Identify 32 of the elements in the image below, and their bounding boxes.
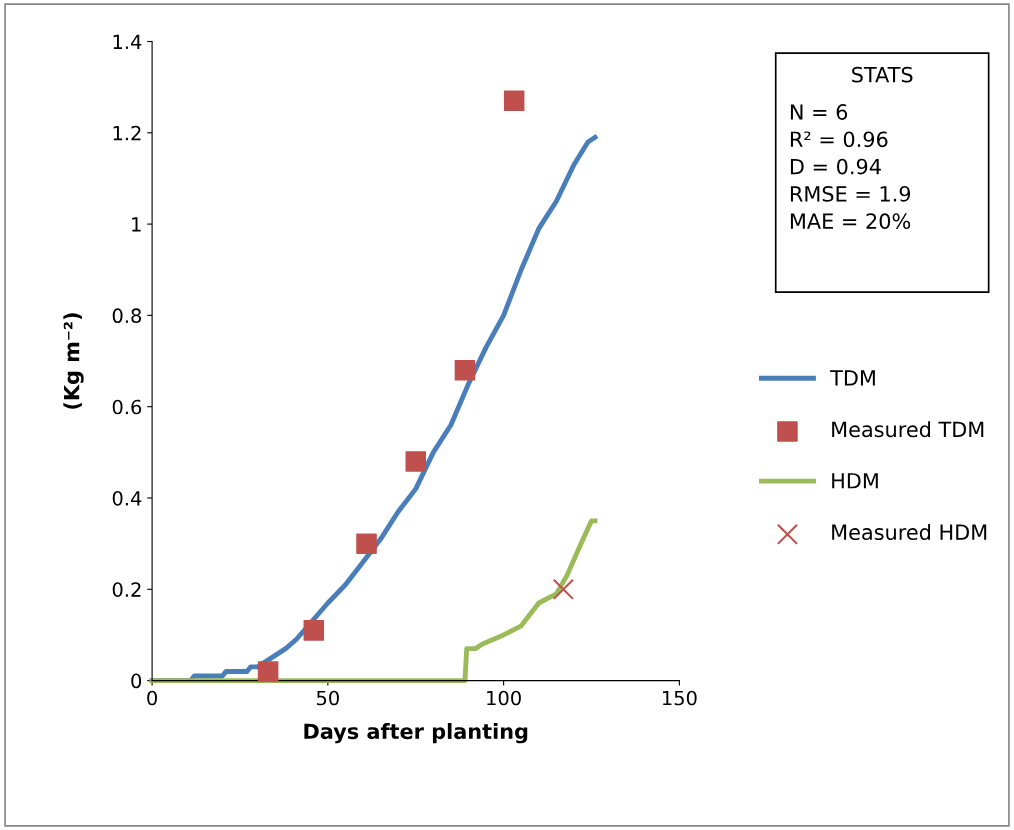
legend-label: HDM bbox=[832, 473, 878, 489]
y-tick-label: 0.4 bbox=[112, 490, 142, 506]
y-tick-label: 1 bbox=[132, 217, 141, 232]
y-tick-label: 0.8 bbox=[112, 308, 142, 324]
text: D = 0.94 bbox=[790, 158, 881, 175]
y-tick-label: 0 bbox=[131, 673, 142, 689]
y-tick-label: 0.2 bbox=[112, 582, 141, 597]
x-tick-label: 0 bbox=[147, 690, 157, 706]
y-tick-label: 0.6 bbox=[112, 399, 142, 415]
point bbox=[257, 661, 279, 682]
point bbox=[303, 620, 325, 641]
y-tick-label: 1.4 bbox=[113, 34, 142, 49]
point bbox=[503, 90, 525, 112]
text: STATS bbox=[852, 66, 913, 83]
text: R² = 0.96 bbox=[790, 131, 888, 148]
y-tick-label: 1.2 bbox=[113, 125, 141, 141]
line-series bbox=[149, 518, 598, 684]
x-tick-label: 150 bbox=[662, 690, 697, 706]
text: RMSE = 1.9 bbox=[790, 185, 911, 202]
x-tick-label: 50 bbox=[316, 690, 339, 706]
x-tick-label: 100 bbox=[487, 690, 521, 706]
y-axis-title: (Kg m⁻²) bbox=[63, 313, 84, 409]
legend-label: Measured TDM bbox=[832, 421, 984, 438]
legend-label: TDM bbox=[830, 370, 875, 386]
legend-label: Measured HDM bbox=[832, 523, 987, 541]
point bbox=[552, 578, 574, 600]
x-axis-title: Days after planting bbox=[304, 723, 528, 744]
text: N = 6 bbox=[790, 104, 848, 120]
point bbox=[454, 359, 476, 381]
point bbox=[405, 451, 427, 472]
point bbox=[356, 533, 377, 554]
text: MAE = 20% bbox=[790, 213, 911, 230]
